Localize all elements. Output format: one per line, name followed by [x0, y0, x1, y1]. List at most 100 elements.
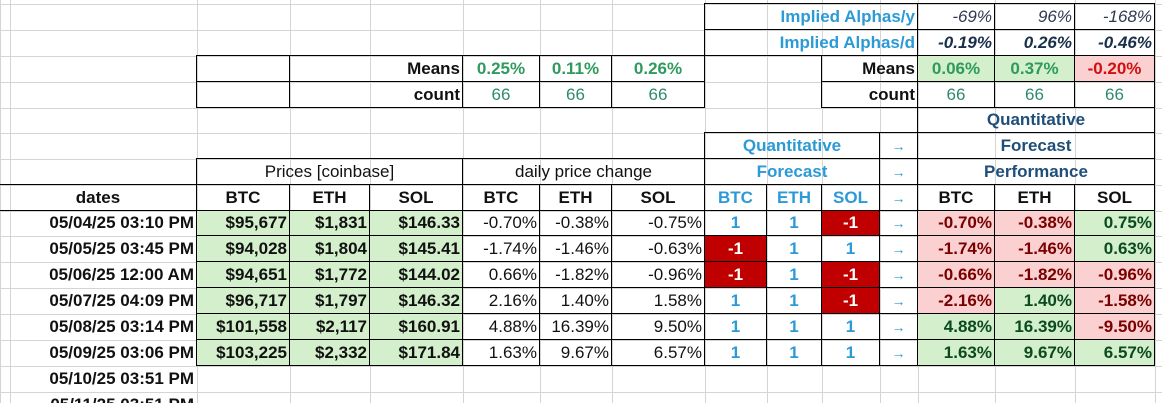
value: 66 [539, 81, 612, 108]
label: Implied Alphas/y [704, 3, 918, 30]
price: $160.91 [369, 313, 463, 340]
forecast: 1 [704, 313, 767, 340]
value: 0.06% [917, 55, 995, 82]
price: $171.84 [369, 339, 463, 366]
label: count [289, 81, 463, 108]
value: 66 [917, 81, 995, 108]
arrow: → [879, 261, 918, 288]
forecast: -1 [704, 235, 767, 262]
forecast: -1 [821, 210, 880, 236]
header: ETH [766, 184, 822, 211]
performance: 1.63% [917, 339, 995, 366]
empty-cell [196, 55, 290, 82]
performance: 4.88% [917, 313, 995, 340]
performance: 1.40% [994, 287, 1075, 314]
performance: -0.96% [1074, 261, 1155, 288]
header: Quantitative [704, 132, 880, 159]
grid-line [0, 314, 1162, 315]
performance: 16.39% [994, 313, 1075, 340]
label: Implied Alphas/d [704, 29, 918, 56]
value: -69% [917, 3, 995, 30]
header: BTC [704, 184, 767, 211]
grid-line [0, 56, 1162, 57]
grid-line [0, 185, 1162, 186]
value: -0.20% [1074, 55, 1155, 82]
date: 05/05/25 03:45 PM [49, 238, 194, 258]
grid-line [0, 133, 1162, 134]
change: -0.70% [462, 210, 540, 236]
header: Prices [coinbase] [196, 158, 463, 185]
value: 66 [611, 81, 705, 108]
forecast: 1 [766, 313, 822, 340]
grid-line [370, 0, 371, 403]
header: SOL [369, 184, 463, 211]
grid-line [0, 392, 1162, 393]
performance: 9.67% [994, 339, 1075, 366]
grid-line [0, 4, 1162, 5]
date: 05/04/25 03:10 PM [49, 213, 194, 232]
performance: -9.50% [1074, 313, 1155, 340]
grid-line [0, 159, 1162, 160]
grid-line [918, 0, 919, 403]
grid-line [197, 0, 198, 403]
change: -0.63% [611, 235, 705, 262]
arrow: → [879, 235, 918, 262]
change: -0.38% [539, 210, 612, 236]
forecast: 1 [704, 287, 767, 314]
grid-line [0, 0, 1, 403]
performance: -2.16% [917, 287, 995, 314]
performance: -0.66% [917, 261, 995, 288]
change: 9.50% [611, 313, 705, 340]
price: $144.02 [369, 261, 463, 288]
arrow: → [879, 287, 918, 314]
date: 05/07/25 04:09 PM [49, 290, 194, 310]
header: SOL [1074, 184, 1155, 211]
value: 0.26% [994, 29, 1075, 56]
grid-line [0, 108, 1162, 109]
header: ETH [994, 184, 1075, 211]
change: -1.74% [462, 235, 540, 262]
grid-line [1155, 0, 1156, 403]
header: Forecast [704, 158, 880, 185]
value: -168% [1074, 3, 1155, 30]
value: -0.19% [917, 29, 995, 56]
forecast: 1 [821, 313, 880, 340]
performance: -1.58% [1074, 287, 1155, 314]
price: $101,558 [196, 313, 290, 340]
forecast: 1 [766, 261, 822, 288]
price: $1,831 [289, 210, 370, 236]
forecast: 1 [766, 210, 822, 236]
price: $1,797 [289, 287, 370, 314]
grid-line [290, 0, 291, 403]
value: 0.37% [994, 55, 1075, 82]
arrow: → [879, 313, 918, 340]
grid-line [0, 211, 1162, 212]
performance: 6.57% [1074, 339, 1155, 366]
grid-line [822, 0, 823, 403]
date: 05/10/25 03:51 PM [49, 368, 194, 388]
value: 66 [994, 81, 1075, 108]
arrow: → [879, 210, 918, 236]
date: 05/06/25 12:00 AM [49, 264, 194, 284]
forecast: 1 [704, 210, 767, 236]
change: -0.75% [611, 210, 705, 236]
grid-line [767, 0, 768, 403]
header: BTC [196, 184, 290, 211]
header: BTC [917, 184, 995, 211]
price: $103,225 [196, 339, 290, 366]
forecast: -1 [821, 287, 880, 314]
performance: 0.63% [1074, 235, 1155, 262]
arrow: → [879, 184, 918, 211]
change: 0.66% [462, 261, 540, 288]
date: 05/08/25 03:14 PM [49, 316, 194, 336]
price: $146.32 [369, 287, 463, 314]
label: Means [289, 55, 463, 82]
price: $1,772 [289, 261, 370, 288]
grid-line [463, 0, 464, 403]
grid-line [1075, 0, 1076, 403]
grid-line [0, 236, 1162, 237]
price: $96,717 [196, 287, 290, 314]
empty-cell [196, 81, 290, 108]
header: Quantitative [917, 107, 1155, 133]
